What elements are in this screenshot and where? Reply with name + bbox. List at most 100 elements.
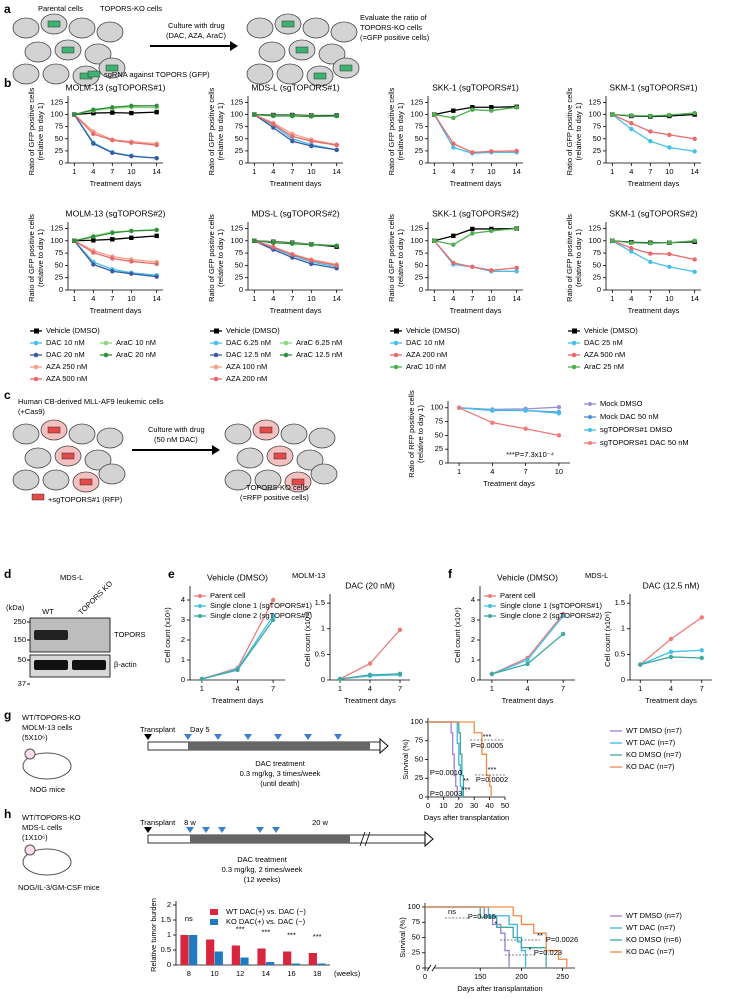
x-tick-label: 1 (610, 167, 614, 176)
label: TOPORS KO (76, 579, 114, 617)
point (252, 238, 257, 243)
label: Human CB-derived MLL-AF9 leukemic cells (18, 397, 164, 406)
annotation: P=0.0002 (476, 775, 508, 784)
point (154, 233, 159, 239)
x-axis-label: Treatment days (483, 479, 535, 488)
point (667, 264, 672, 270)
x-tick-label: 14 (332, 294, 340, 303)
marker (281, 20, 295, 28)
axis-break (426, 964, 437, 972)
point (367, 672, 373, 678)
y-axis-label: (relative to day 1) (216, 229, 225, 287)
x-tick-label: 10 (487, 294, 495, 303)
legend-label: WT DAC(+) vs. DAC (−) (226, 907, 306, 916)
point (397, 627, 403, 632)
point (129, 235, 134, 241)
x-tick-label: 14 (512, 167, 520, 176)
series-line (434, 227, 517, 246)
label: TOPORS (114, 630, 146, 639)
y-tick-label: 25 (55, 146, 63, 155)
cell (330, 21, 358, 43)
legend-marker (34, 328, 39, 334)
y-tick-label: 1.5 (315, 598, 325, 607)
arrow-head (212, 445, 220, 455)
cell (302, 17, 330, 39)
point (490, 407, 495, 413)
point (470, 226, 475, 232)
y-axis-label: (relative to day 1) (216, 102, 225, 160)
y-tick-label: 0 (419, 158, 423, 167)
x-tick-label: 7 (470, 167, 474, 176)
point (91, 250, 96, 255)
y-tick-label: 2 (471, 635, 475, 644)
legend-marker (588, 441, 592, 445)
transplant-mark (144, 734, 152, 740)
y-tick-label: 100 (230, 110, 243, 119)
point (648, 251, 653, 256)
legend-label: WT DAC (n=7) (626, 923, 676, 932)
label: DAC treatment (255, 759, 306, 768)
point (290, 252, 295, 257)
y-tick-label: 25 (235, 273, 243, 282)
y-tick-label: 75 (415, 122, 423, 131)
y-tick-label: 0.5 (615, 649, 625, 658)
legend-marker (198, 594, 202, 598)
point (610, 112, 615, 117)
point (271, 122, 276, 127)
y-axis-label: Cell count (x10⁶) (453, 607, 462, 663)
legend-marker (198, 604, 202, 608)
cell (224, 469, 252, 491)
point (668, 654, 674, 660)
cell (84, 449, 112, 471)
annotation: P=0.0005 (471, 741, 503, 750)
y-tick-label: 25 (55, 273, 63, 282)
x-tick-label: 10 (665, 167, 673, 176)
series-line (73, 240, 157, 276)
point (668, 649, 674, 655)
annotation: P=0.015 (468, 912, 496, 921)
x-tick-label: 7 (110, 167, 114, 176)
series-line (491, 633, 564, 675)
legend-marker (572, 328, 577, 334)
y-tick-label: 0 (239, 158, 243, 167)
chart-title: SKK-1 (sgTOPORS#2) (432, 208, 519, 218)
y-tick-label: 0 (167, 960, 171, 969)
x-tick-label: 4 (235, 684, 239, 693)
y-tick-label: 50 (435, 430, 443, 439)
marker (313, 72, 327, 80)
y-tick-label: 100 (588, 236, 601, 245)
point (334, 243, 339, 248)
point (692, 136, 697, 141)
point (610, 238, 615, 243)
y-axis-label: Survival (%) (398, 917, 407, 958)
y-tick-label: 125 (410, 97, 423, 106)
x-tick-label: 14 (690, 294, 698, 303)
annotation: *** (462, 785, 471, 794)
y-axis-label: Ratio of GFP positive cells (387, 214, 396, 302)
x-tick-label: 4 (451, 294, 455, 303)
y-tick-label: 125 (588, 97, 601, 106)
point (154, 261, 159, 267)
legend-label: Parent cell (210, 591, 246, 600)
y-tick-label: 0 (181, 675, 185, 684)
point (309, 143, 314, 149)
point (470, 105, 475, 110)
annotation: ns (448, 907, 456, 916)
point (154, 227, 159, 233)
label: Culture with drug (148, 425, 205, 434)
marker (61, 452, 75, 460)
point (397, 671, 403, 677)
y-tick-label: 50 (55, 260, 63, 269)
cell (24, 41, 52, 63)
point (451, 260, 456, 266)
y-tick-label: 100 (410, 110, 423, 119)
point (271, 240, 276, 245)
point (154, 155, 159, 161)
label: 0.3 mg/kg, 3 times/week (240, 769, 321, 778)
point (629, 126, 634, 132)
point (334, 142, 339, 148)
marker (31, 493, 45, 501)
point (489, 671, 495, 677)
point (470, 231, 475, 236)
